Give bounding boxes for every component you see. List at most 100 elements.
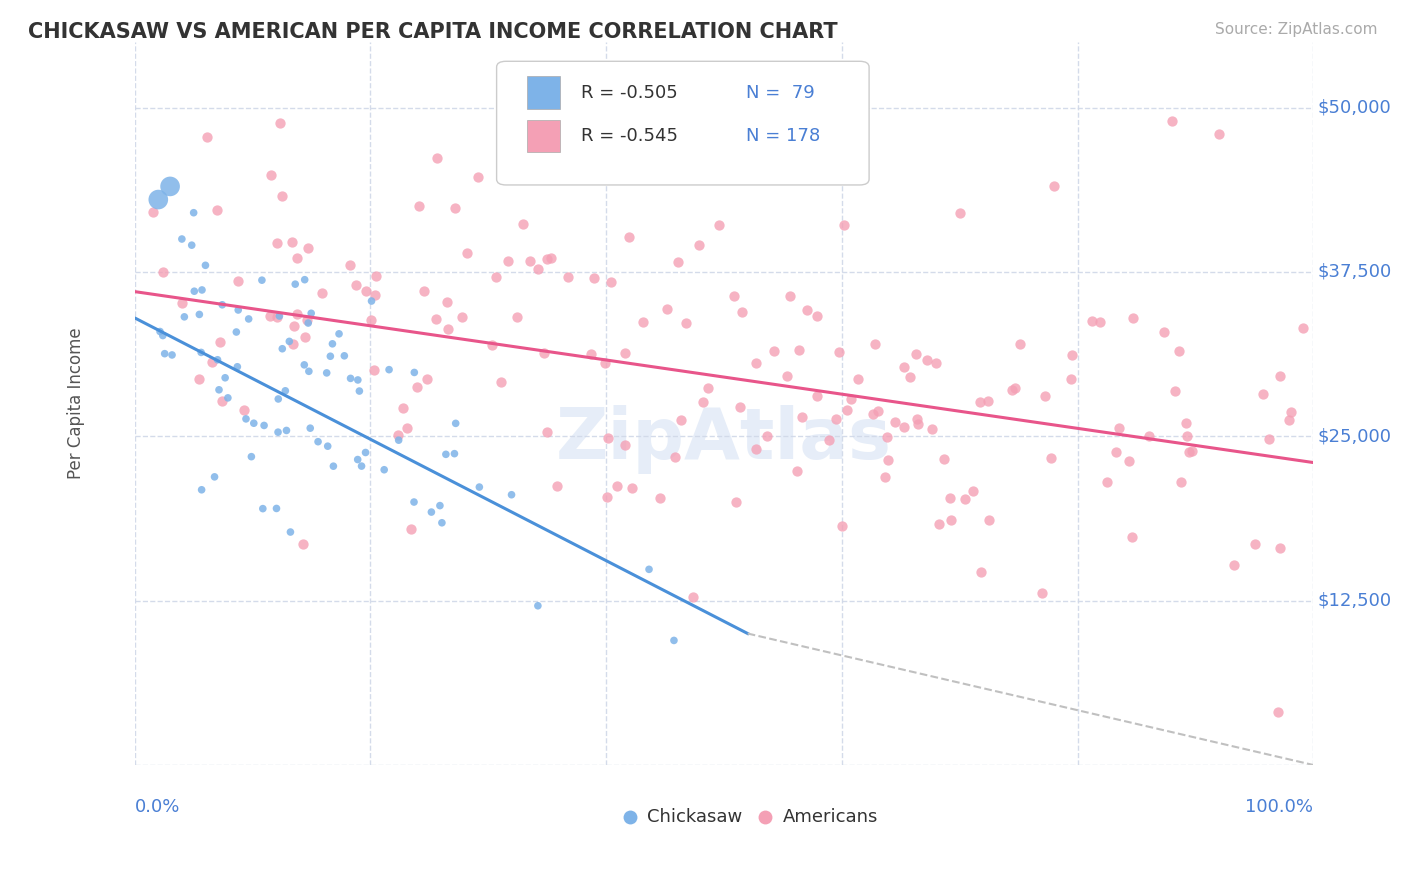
Point	[512, 217, 534, 231]
Point	[373, 463, 395, 477]
Point	[429, 499, 451, 513]
Point	[745, 356, 768, 370]
Point	[1031, 586, 1053, 600]
Point	[756, 429, 779, 443]
Point	[904, 347, 927, 361]
Point	[467, 170, 489, 185]
Point	[404, 366, 426, 380]
Text: R = -0.545: R = -0.545	[582, 128, 679, 145]
Point	[724, 494, 747, 508]
Point	[297, 241, 319, 255]
Point	[1267, 706, 1289, 720]
Point	[456, 245, 478, 260]
Point	[1175, 429, 1198, 443]
Point	[278, 334, 301, 349]
Point	[347, 373, 370, 387]
Point	[728, 400, 751, 414]
FancyBboxPatch shape	[527, 120, 560, 153]
Text: Chickasaw: Chickasaw	[648, 808, 742, 826]
Point	[253, 418, 276, 433]
Point	[1118, 454, 1140, 468]
Point	[519, 254, 541, 268]
Point	[648, 491, 671, 505]
Point	[271, 342, 294, 356]
Point	[1004, 381, 1026, 395]
Point	[451, 310, 474, 324]
Point	[1178, 445, 1201, 459]
Point	[142, 204, 165, 219]
Point	[402, 495, 425, 509]
Point	[638, 562, 661, 576]
Point	[405, 380, 427, 394]
Point	[328, 326, 350, 341]
Point	[485, 270, 508, 285]
Point	[835, 403, 858, 417]
Text: CHICKASAW VS AMERICAN PER CAPITA INCOME CORRELATION CHART: CHICKASAW VS AMERICAN PER CAPITA INCOME …	[28, 22, 838, 42]
Point	[818, 433, 841, 447]
Point	[1161, 113, 1184, 128]
Point	[319, 349, 342, 363]
Point	[925, 356, 948, 370]
Point	[416, 372, 439, 386]
Point	[970, 565, 993, 579]
Point	[536, 425, 558, 439]
Point	[240, 450, 263, 464]
Point	[876, 453, 898, 467]
Point	[152, 328, 174, 343]
Point	[387, 428, 409, 442]
Point	[893, 419, 915, 434]
Point	[284, 277, 307, 292]
Point	[316, 439, 339, 453]
Point	[907, 417, 929, 432]
Point	[436, 295, 458, 310]
FancyBboxPatch shape	[527, 77, 560, 109]
Text: ZipAtlas: ZipAtlas	[557, 405, 891, 474]
Point	[633, 315, 655, 329]
Point	[682, 591, 704, 605]
Point	[232, 402, 254, 417]
Point	[364, 288, 387, 302]
Point	[250, 273, 273, 287]
Point	[226, 274, 249, 288]
Point	[787, 343, 810, 358]
Point	[159, 179, 181, 194]
Point	[360, 293, 382, 308]
Point	[276, 424, 298, 438]
Point	[939, 491, 962, 506]
Point	[444, 417, 467, 431]
Point	[170, 232, 193, 246]
Point	[333, 349, 356, 363]
Point	[226, 303, 249, 318]
Point	[425, 312, 447, 326]
Point	[307, 434, 329, 449]
Point	[513, 161, 536, 175]
Text: $25,000: $25,000	[1317, 427, 1391, 445]
Point	[211, 298, 233, 312]
Point	[408, 198, 430, 212]
Point	[1257, 432, 1279, 446]
Point	[546, 479, 568, 493]
Text: Source: ZipAtlas.com: Source: ZipAtlas.com	[1215, 22, 1378, 37]
Point	[315, 366, 337, 380]
Point	[915, 352, 938, 367]
Point	[932, 452, 955, 467]
Point	[905, 411, 928, 425]
Point	[1043, 179, 1066, 194]
Point	[613, 346, 636, 360]
Point	[285, 251, 308, 265]
Point	[969, 395, 991, 409]
Point	[360, 312, 382, 326]
Point	[1278, 413, 1301, 427]
Point	[1268, 369, 1291, 384]
Point	[1208, 127, 1230, 141]
Point	[399, 522, 422, 536]
Point	[593, 356, 616, 370]
Point	[294, 329, 316, 343]
Text: Per Capita Income: Per Capita Income	[66, 327, 84, 479]
Text: $12,500: $12,500	[1317, 591, 1391, 609]
Point	[884, 415, 907, 429]
Text: 100.0%: 100.0%	[1246, 797, 1313, 815]
Point	[600, 275, 623, 289]
Point	[354, 445, 377, 459]
Point	[322, 459, 344, 474]
